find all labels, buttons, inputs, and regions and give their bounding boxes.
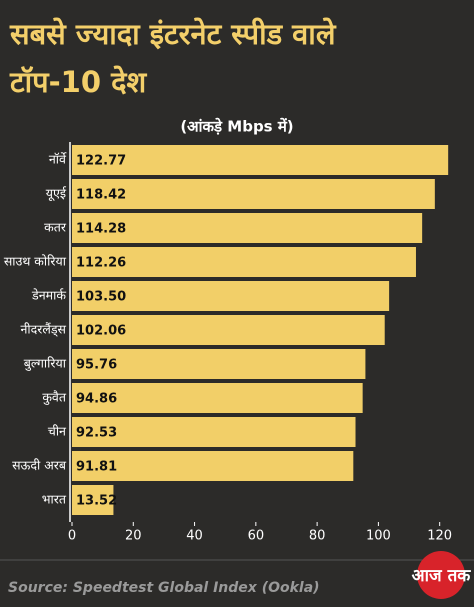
x-tick-label: 0: [68, 529, 76, 544]
bar: [72, 247, 416, 277]
bar: [72, 417, 356, 447]
y-tick-label: नॉर्वे: [49, 152, 67, 167]
bar: [72, 315, 385, 345]
x-tick-label: 40: [186, 529, 203, 544]
value-label: 94.86: [76, 392, 117, 407]
x-tick-label: 100: [366, 529, 391, 544]
logo-badge: [417, 551, 465, 599]
value-label: 92.53: [76, 426, 117, 441]
value-label: 114.28: [76, 222, 126, 237]
bar: [72, 145, 449, 175]
bar: [72, 451, 354, 481]
x-tick-label: 80: [309, 529, 326, 544]
bar: [72, 485, 114, 515]
y-tick-label: चीन: [48, 424, 67, 439]
source: Source: Speedtest Global Index (Ookla): [8, 580, 320, 596]
y-tick-label: साउथ कोरिया: [4, 254, 67, 269]
logo: आज तक: [412, 566, 472, 586]
value-label: 112.26: [76, 256, 126, 271]
value-label: 95.76: [76, 358, 117, 373]
bar: [72, 349, 366, 379]
bar: [72, 281, 390, 311]
y-tick-label: नीदरलैंड्स: [20, 322, 66, 338]
bar: [72, 383, 363, 413]
y-tick-label: यूएई: [46, 186, 67, 202]
chart-title: सबसे ज्यादा इंटरनेट स्पीड वाले: [9, 17, 337, 51]
x-tick-label: 120: [427, 529, 452, 544]
value-label: 13.52: [76, 494, 117, 509]
y-tick-label: बुल्गारिया: [24, 356, 67, 372]
bar: [72, 213, 423, 243]
value-label: 103.50: [76, 290, 126, 305]
chart-subtitle: (आंकड़े Mbps में): [180, 118, 293, 136]
y-tick-label: कुवैत: [42, 390, 67, 406]
x-tick-label: 60: [248, 529, 265, 544]
x-tick-label: 20: [125, 529, 142, 544]
y-tick-label: सऊदी अरब: [12, 458, 67, 473]
y-tick-label: भारत: [42, 492, 67, 507]
value-label: 122.77: [76, 154, 126, 169]
y-tick-label: डेनमार्क: [31, 288, 66, 303]
bar: [72, 179, 435, 209]
y-tick-label: कतर: [44, 220, 67, 235]
value-label: 118.42: [76, 188, 126, 203]
value-label: 102.06: [76, 324, 126, 339]
value-label: 91.81: [76, 460, 117, 475]
chart-title: टॉप-10 देश: [9, 65, 147, 99]
